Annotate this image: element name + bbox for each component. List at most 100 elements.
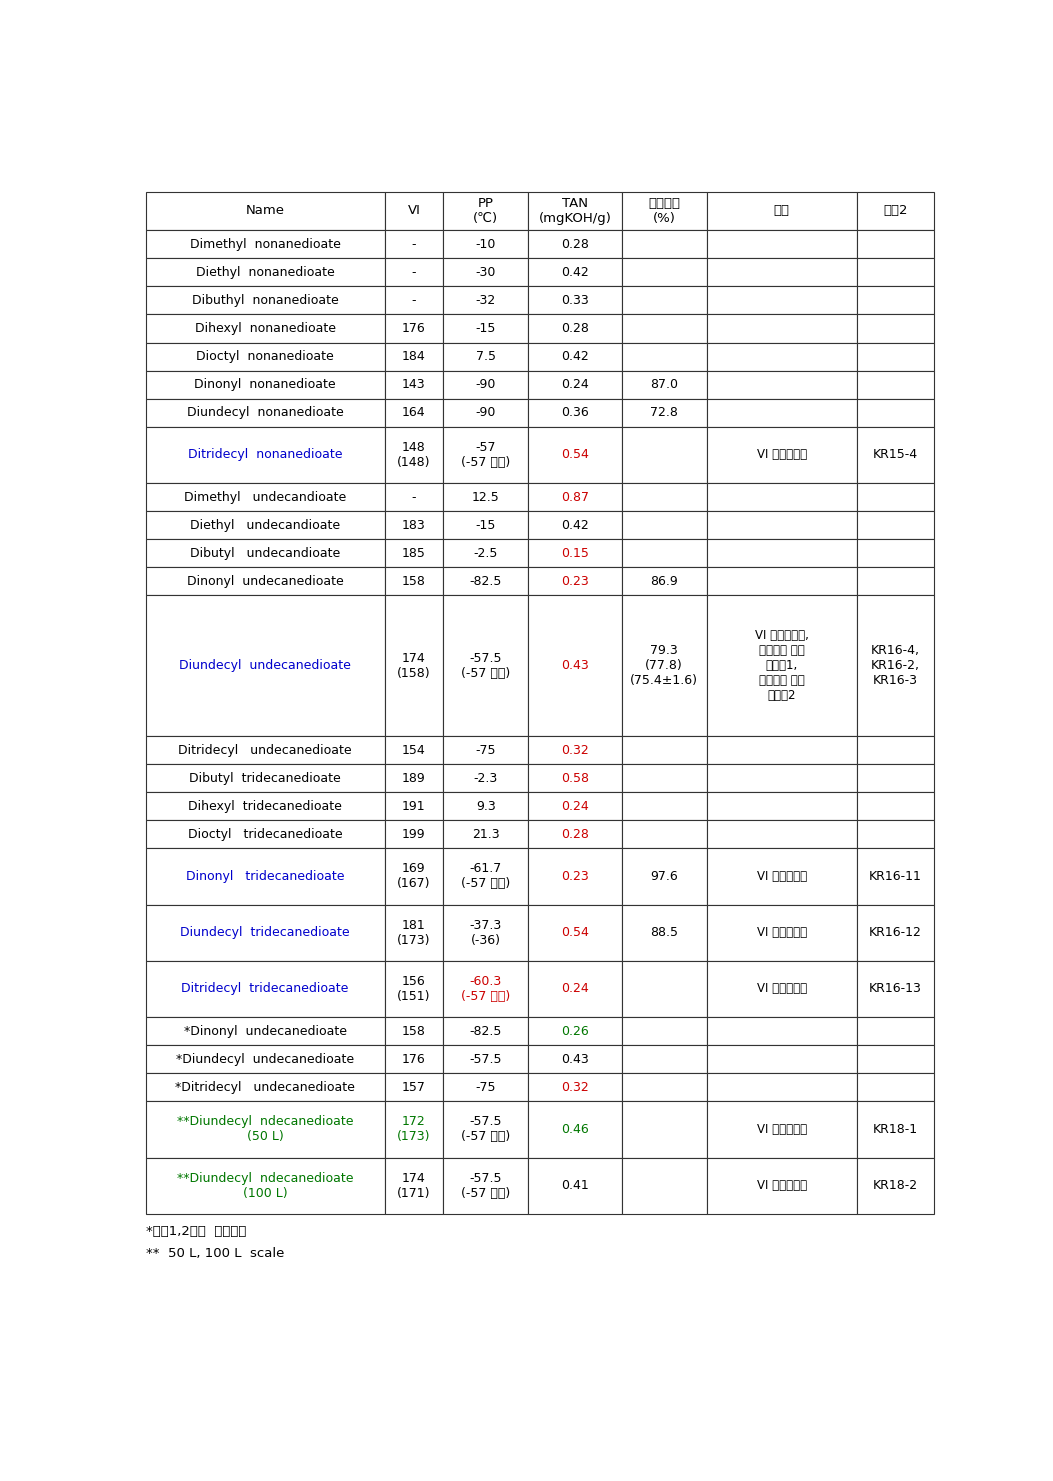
Bar bbox=[384, 1102, 443, 1158]
Bar bbox=[707, 905, 857, 961]
Bar bbox=[443, 961, 529, 1017]
Bar bbox=[384, 905, 443, 961]
Bar bbox=[529, 398, 621, 427]
Text: Dioctyl  nonanedioate: Dioctyl nonanedioate bbox=[196, 350, 334, 363]
Text: -60.3
(-57 미만): -60.3 (-57 미만) bbox=[461, 974, 511, 1003]
Text: 189: 189 bbox=[402, 772, 425, 785]
Bar bbox=[857, 961, 934, 1017]
Bar bbox=[443, 1102, 529, 1158]
Text: VI 공인성적서: VI 공인성적서 bbox=[757, 926, 807, 939]
Bar bbox=[857, 539, 934, 567]
Bar bbox=[443, 736, 529, 764]
Text: 12.5: 12.5 bbox=[472, 490, 499, 504]
Text: Dihexyl  tridecanedioate: Dihexyl tridecanedioate bbox=[188, 800, 342, 813]
Text: 0.23: 0.23 bbox=[561, 575, 589, 588]
Bar bbox=[529, 1017, 621, 1046]
Bar bbox=[529, 286, 621, 314]
Bar bbox=[857, 1158, 934, 1214]
Text: Dimethyl  nonanedioate: Dimethyl nonanedioate bbox=[190, 237, 340, 250]
Bar bbox=[145, 849, 384, 905]
Bar bbox=[529, 1046, 621, 1074]
Text: **Diundecyl  ndecanedioate
(50 L): **Diundecyl ndecanedioate (50 L) bbox=[177, 1115, 354, 1143]
Bar bbox=[621, 483, 707, 511]
Text: -: - bbox=[412, 293, 416, 307]
Bar bbox=[145, 258, 384, 286]
Bar bbox=[707, 483, 857, 511]
Text: 72.8: 72.8 bbox=[650, 406, 678, 419]
Text: -90: -90 bbox=[476, 406, 496, 419]
Bar bbox=[857, 230, 934, 258]
Text: 0.54: 0.54 bbox=[561, 449, 589, 462]
Bar bbox=[621, 820, 707, 849]
Text: KR18-1: KR18-1 bbox=[873, 1123, 918, 1136]
Bar bbox=[857, 595, 934, 736]
Bar bbox=[707, 342, 857, 370]
Bar bbox=[707, 1074, 857, 1102]
Bar bbox=[707, 314, 857, 342]
Bar bbox=[145, 567, 384, 595]
Bar bbox=[384, 286, 443, 314]
Bar bbox=[707, 1017, 857, 1046]
Bar bbox=[529, 1074, 621, 1102]
Bar bbox=[145, 595, 384, 736]
Text: 158: 158 bbox=[402, 575, 425, 588]
Text: -82.5: -82.5 bbox=[470, 1025, 502, 1038]
Text: -90: -90 bbox=[476, 378, 496, 391]
Text: 0.32: 0.32 bbox=[561, 743, 589, 757]
Text: *Dinonyl  undecanedioate: *Dinonyl undecanedioate bbox=[183, 1025, 346, 1038]
Bar bbox=[384, 342, 443, 370]
Text: -30: -30 bbox=[476, 265, 496, 278]
Bar bbox=[857, 398, 934, 427]
Bar bbox=[621, 370, 707, 398]
Bar bbox=[145, 1158, 384, 1214]
Bar bbox=[857, 483, 934, 511]
Bar bbox=[707, 230, 857, 258]
Text: KR16-12: KR16-12 bbox=[869, 926, 921, 939]
Bar bbox=[384, 1046, 443, 1074]
Bar bbox=[145, 1102, 384, 1158]
Bar bbox=[443, 191, 529, 230]
Text: Dinonyl   tridecanedioate: Dinonyl tridecanedioate bbox=[186, 869, 344, 883]
Text: Dioctyl   tridecanedioate: Dioctyl tridecanedioate bbox=[187, 828, 342, 841]
Text: 154: 154 bbox=[402, 743, 425, 757]
Text: 9.3: 9.3 bbox=[476, 800, 496, 813]
Text: 0.15: 0.15 bbox=[561, 546, 589, 560]
Bar bbox=[443, 286, 529, 314]
Bar bbox=[443, 567, 529, 595]
Bar bbox=[145, 398, 384, 427]
Bar bbox=[621, 286, 707, 314]
Text: KR16-4,
KR16-2,
KR16-3: KR16-4, KR16-2, KR16-3 bbox=[871, 644, 919, 687]
Text: 0.24: 0.24 bbox=[561, 800, 589, 813]
Bar bbox=[529, 511, 621, 539]
Bar bbox=[145, 230, 384, 258]
Bar bbox=[384, 370, 443, 398]
Text: Ditridecyl  nonanedioate: Ditridecyl nonanedioate bbox=[187, 449, 342, 462]
Bar bbox=[621, 595, 707, 736]
Bar bbox=[145, 736, 384, 764]
Bar bbox=[707, 567, 857, 595]
Bar bbox=[857, 567, 934, 595]
Text: Diethyl   undecandioate: Diethyl undecandioate bbox=[191, 518, 340, 532]
Text: 0.28: 0.28 bbox=[561, 321, 589, 335]
Text: 비고2: 비고2 bbox=[883, 204, 908, 218]
Text: Diethyl  nonanedioate: Diethyl nonanedioate bbox=[196, 265, 335, 278]
Text: VI 공인성적서: VI 공인성적서 bbox=[757, 1123, 807, 1136]
Bar bbox=[443, 1017, 529, 1046]
Bar bbox=[145, 764, 384, 792]
Bar bbox=[443, 427, 529, 483]
Bar bbox=[384, 539, 443, 567]
Bar bbox=[529, 595, 621, 736]
Text: 88.5: 88.5 bbox=[650, 926, 678, 939]
Bar bbox=[857, 820, 934, 849]
Text: 0.58: 0.58 bbox=[561, 772, 589, 785]
Text: Diundecyl  tridecanedioate: Diundecyl tridecanedioate bbox=[180, 926, 350, 939]
Text: *Diundecyl  undecanedioate: *Diundecyl undecanedioate bbox=[176, 1053, 354, 1066]
Text: Diundecyl  nonanedioate: Diundecyl nonanedioate bbox=[186, 406, 343, 419]
Bar bbox=[857, 1102, 934, 1158]
Bar bbox=[145, 191, 384, 230]
Bar bbox=[857, 792, 934, 820]
Text: Diundecyl  undecanedioate: Diundecyl undecanedioate bbox=[179, 659, 351, 672]
Bar bbox=[621, 961, 707, 1017]
Bar bbox=[621, 764, 707, 792]
Bar bbox=[529, 905, 621, 961]
